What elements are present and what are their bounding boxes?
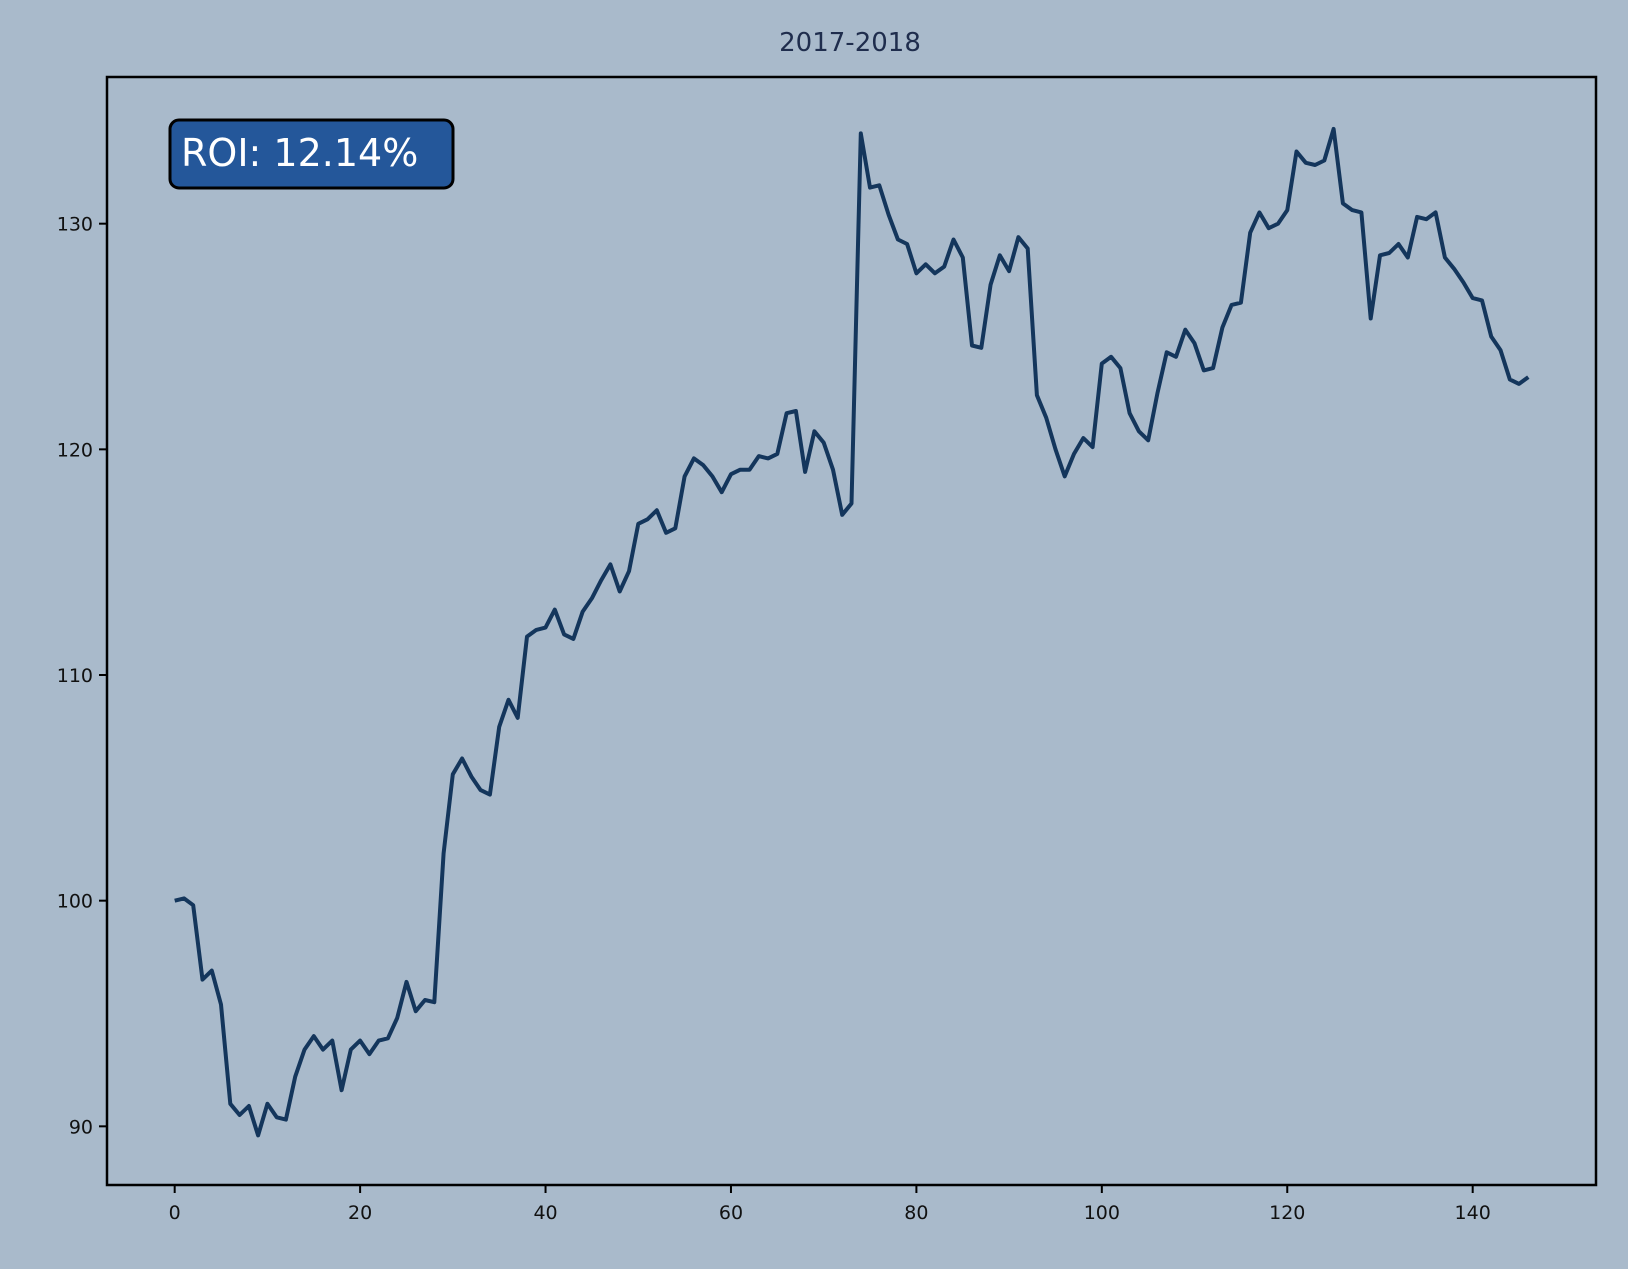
x-tick-label: 100 xyxy=(1084,1202,1120,1224)
roi-annotation-box xyxy=(168,118,455,190)
y-tick-label: 130 xyxy=(57,214,93,236)
y-tick-label: 110 xyxy=(57,665,93,687)
x-tick-label: 140 xyxy=(1455,1202,1491,1224)
x-tick-label: 60 xyxy=(719,1202,743,1224)
x-tick-label: 40 xyxy=(533,1202,557,1224)
y-tick-label: 100 xyxy=(57,891,93,913)
plot-frame xyxy=(105,75,1598,1187)
x-axis: 0 20 40 60 80 100 120 140 xyxy=(169,1185,1491,1224)
y-tick-label: 120 xyxy=(57,439,93,461)
y-tick-label: 90 xyxy=(69,1116,93,1138)
series-line xyxy=(174,126,1530,1138)
y-axis: 90 100 110 120 130 xyxy=(57,214,107,1138)
x-tick-label: 80 xyxy=(904,1202,928,1224)
roi-annotation: ROI: 12.14% xyxy=(168,118,455,190)
x-tick-label: 120 xyxy=(1269,1202,1305,1224)
x-tick-label: 0 xyxy=(169,1202,181,1224)
chart-title: 2017-2018 xyxy=(779,28,921,58)
roi-annotation-text: ROI: 12.14% xyxy=(181,131,418,175)
x-tick-label: 20 xyxy=(348,1202,372,1224)
